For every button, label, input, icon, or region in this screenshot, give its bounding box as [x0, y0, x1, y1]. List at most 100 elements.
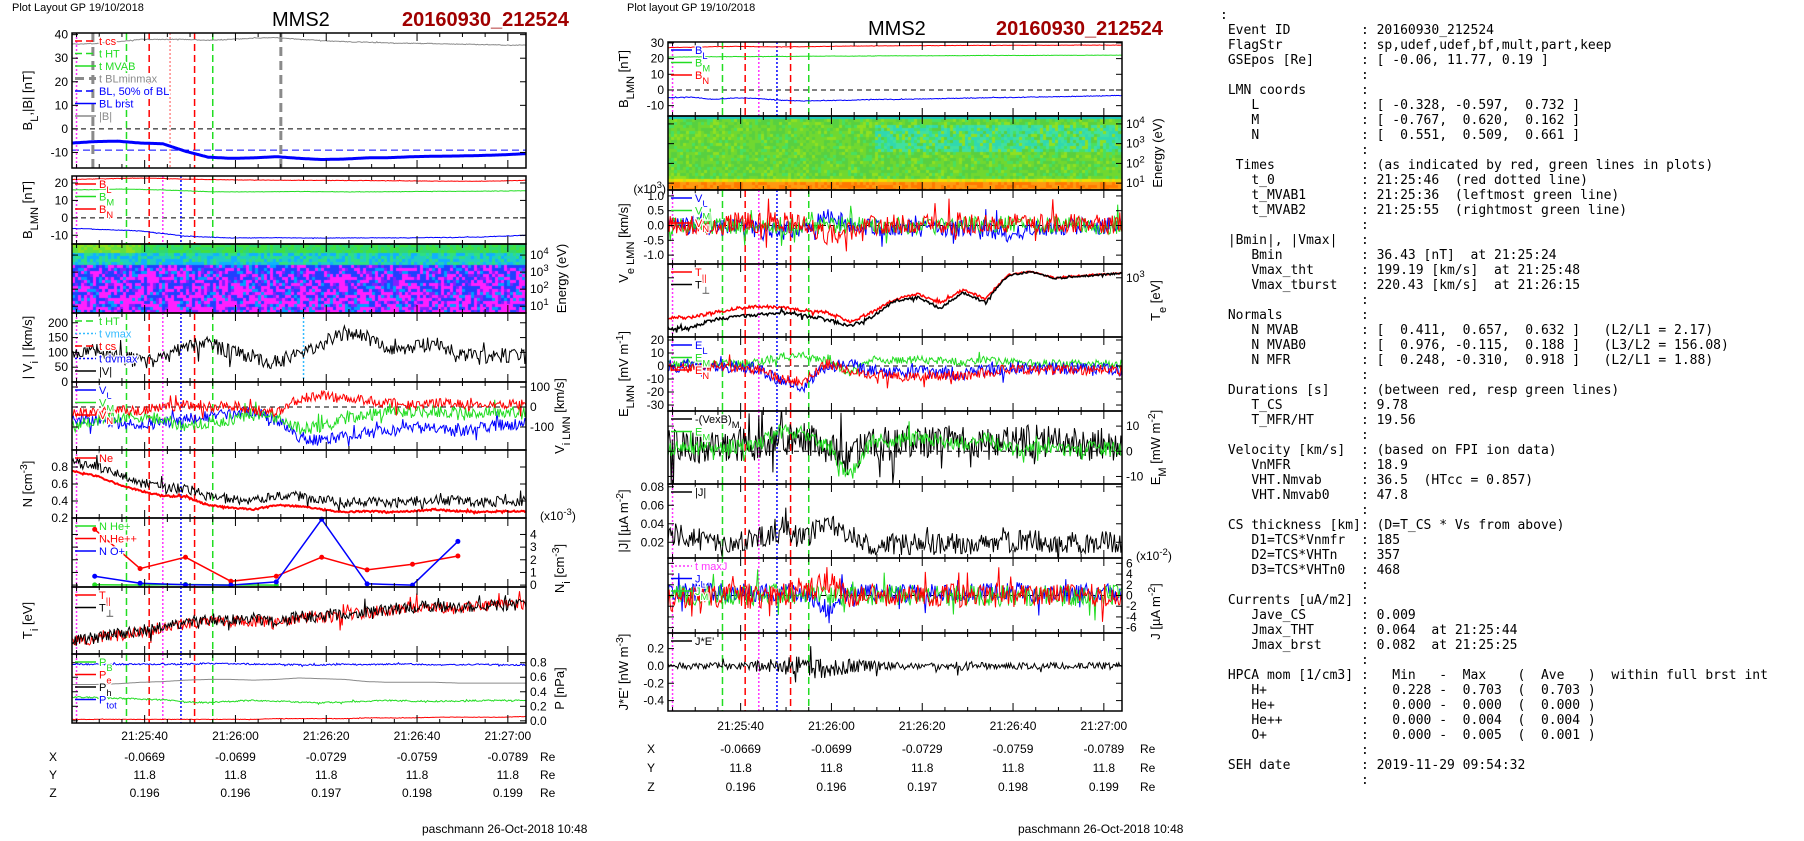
panel-frame	[667, 115, 1123, 191]
panel-8: 0.2 0.0 -0.2 -0.4 J*E' [nW m-3] J*E'	[615, 632, 1123, 712]
summary-colon: :	[1360, 608, 1369, 623]
summary-label: N	[1251, 128, 1260, 143]
panel-frame	[71, 32, 527, 169]
y-tick-label: 0.4	[51, 494, 68, 508]
y-axis-label-right: Energy (eV)	[1150, 118, 1165, 187]
summary-value: [ 0.551, 0.509, 0.661 ]	[1376, 128, 1581, 143]
position-value: 11.8	[406, 768, 429, 782]
summary-label: Vmax_tburst	[1251, 278, 1338, 293]
y-tick-label: 0.2	[51, 511, 68, 525]
panel-frame	[71, 175, 527, 245]
y-tick-label: -10	[51, 228, 69, 242]
data-point	[455, 553, 461, 559]
summary-label: Velocity [km/s]	[1227, 443, 1346, 458]
legend-label: t cs	[99, 36, 117, 48]
y-tick-label: -10	[647, 99, 665, 113]
panel-5: 10 0 -10 EM [mW m-2] -(VexB)MEM	[667, 410, 1169, 485]
y-tick-label: 104	[1126, 114, 1145, 131]
summary-colon: :	[1360, 23, 1369, 38]
y-tick-label: 150	[48, 331, 68, 345]
position-row-label: Y	[49, 768, 57, 782]
summary-label: He++	[1251, 713, 1283, 728]
y-tick-label: 0.4	[530, 685, 547, 699]
position-value: 11.8	[315, 768, 338, 782]
summary-value: 0.000 - 0.004 ( 0.004 )	[1376, 713, 1596, 728]
legend-label: BL	[695, 45, 708, 61]
summary-label: O+	[1251, 728, 1267, 743]
summary-colon: :	[1360, 578, 1369, 593]
summary-colon: :	[1360, 638, 1369, 653]
summary-label: Event ID	[1227, 23, 1291, 38]
summary-value: 21:25:36 (leftmost green line)	[1376, 188, 1620, 203]
y-tick-label: 2	[1126, 578, 1133, 592]
series-line-J_M	[668, 569, 1122, 621]
y-tick-label: 100	[530, 380, 550, 394]
position-value: -0.0669	[124, 750, 165, 764]
y-tick-label: 0.04	[641, 517, 665, 531]
position-value: -0.0729	[306, 750, 347, 764]
series-line-E_M	[668, 421, 1122, 479]
summary-value: 18.9	[1376, 458, 1408, 473]
series-line-blue	[668, 94, 1122, 102]
summary-value: 19.56	[1376, 413, 1416, 428]
summary-value: [ -0.06, 11.77, 0.19 ]	[1376, 53, 1549, 68]
position-value: -0.0699	[811, 742, 852, 756]
legend-label: VL	[99, 385, 112, 401]
summary-colon: :	[1360, 413, 1369, 428]
y-tick-label: 40	[55, 28, 69, 42]
summary-label: GSEpos [Re]	[1227, 53, 1314, 68]
series-line-E_L	[668, 356, 1122, 394]
position-unit: Re	[1140, 780, 1156, 794]
legend-label: t dvmax	[99, 354, 138, 366]
y-tick-label: 30	[55, 51, 69, 65]
legend-label: t vmax	[99, 329, 132, 341]
y-axis-label-right: J [µA m-2]	[1147, 583, 1164, 639]
summary-label: VHT.Nmvab	[1251, 473, 1322, 488]
series-line-P_h	[72, 677, 526, 685]
legend-label: |J|	[695, 487, 706, 499]
summary-colon: :	[1360, 53, 1369, 68]
summary-colon: :	[1360, 233, 1369, 248]
panel-frame	[667, 632, 1123, 712]
summary-label: Times	[1235, 158, 1275, 173]
summary-colon: :	[1360, 503, 1369, 518]
panel-5: 0.8 0.6 0.4 0.2 N [cm-3] Ne	[19, 449, 527, 525]
summary-label: L	[1251, 98, 1260, 113]
x-tick-label: 21:26:00	[808, 719, 855, 733]
summary-value: 0.000 - 0.000 ( 0.000 )	[1376, 698, 1596, 713]
y-tick-label: 0.6	[51, 477, 68, 491]
summary-label: LMN coords	[1227, 83, 1307, 98]
summary-colon: :	[1360, 698, 1369, 713]
summary-value: 0.228 - 0.703 ( 0.703 )	[1376, 683, 1596, 698]
y-axis-label: BL,|B| [nT]	[20, 71, 41, 131]
position-row-label: X	[49, 750, 57, 764]
position-value: -0.0699	[215, 750, 256, 764]
series-line-red	[72, 177, 526, 182]
position-value: 0.198	[402, 786, 432, 800]
position-row-label: Y	[647, 761, 655, 775]
legend-label: t MVAB	[99, 61, 135, 73]
y-tick-label: 0	[657, 359, 664, 373]
y-tick-label: 0	[530, 400, 537, 414]
y-tick-label: 0.0	[647, 659, 664, 673]
x-tick-label: 21:26:00	[212, 729, 259, 743]
summary-colon: :	[1360, 623, 1369, 638]
y-tick-label: 0.5	[647, 204, 664, 218]
y-tick-label: -2	[1126, 599, 1137, 613]
y-tick-label: -100	[530, 420, 554, 434]
y-axis-label: Ve LMN [km/s]	[616, 203, 637, 283]
data-point	[273, 573, 279, 579]
summary-value: 36.5 (HTcc = 0.857)	[1376, 473, 1534, 488]
summary-label: N MFR	[1251, 353, 1291, 368]
position-value: 11.8	[497, 768, 520, 782]
y-tick-label: 10	[55, 193, 69, 207]
position-value: 11.8	[1002, 761, 1025, 775]
series-line-green	[668, 54, 1122, 58]
position-unit: Re	[1140, 742, 1156, 756]
y-tick-label: 101	[1126, 174, 1145, 191]
y-tick-label: 50	[55, 360, 69, 374]
